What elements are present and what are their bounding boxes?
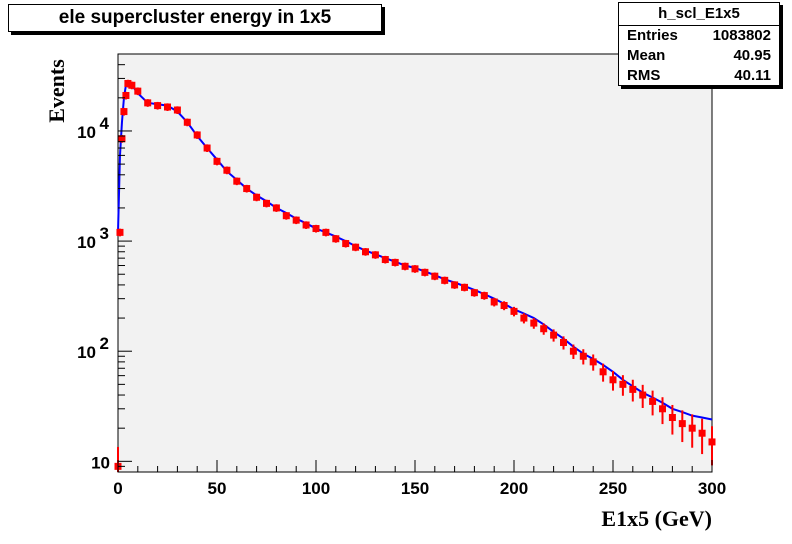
- data-point: [263, 199, 270, 207]
- data-point: [272, 204, 280, 212]
- data-point: [480, 292, 488, 300]
- y-axis-title: Events: [44, 59, 69, 123]
- data-point: [609, 376, 617, 384]
- data-point: [688, 424, 696, 432]
- data-point: [431, 272, 439, 280]
- y-tick-exponent: 4: [100, 114, 110, 133]
- data-point: [421, 268, 429, 276]
- x-tick-label: 150: [401, 479, 429, 498]
- data-point: [173, 106, 181, 114]
- data-point: [154, 102, 162, 110]
- x-axis-title: E1x5 (GeV): [601, 506, 712, 531]
- data-point: [401, 262, 409, 270]
- data-point: [461, 283, 468, 291]
- data-point: [589, 358, 597, 366]
- stats-row-entries: Entries 1083802: [619, 26, 779, 46]
- data-point: [116, 228, 124, 236]
- data-point: [451, 281, 459, 289]
- data-point: [144, 99, 152, 107]
- data-point: [332, 235, 340, 243]
- data-point: [193, 131, 201, 139]
- data-point: [362, 248, 369, 256]
- x-tick-label: 250: [599, 479, 627, 498]
- data-point: [128, 81, 136, 89]
- data-point: [120, 108, 128, 116]
- data-point: [253, 193, 261, 201]
- data-point: [122, 91, 130, 99]
- data-point: [124, 79, 132, 87]
- stats-value: 1083802: [712, 27, 771, 44]
- data-point: [579, 352, 587, 360]
- data-point: [569, 347, 577, 355]
- data-point: [490, 298, 498, 306]
- data-point: [411, 265, 419, 273]
- stats-value: 40.11: [734, 67, 771, 84]
- data-point: [510, 307, 518, 315]
- data-point: [520, 314, 528, 322]
- x-tick-label: 200: [500, 479, 528, 498]
- stats-label: Mean: [627, 47, 666, 64]
- data-point: [371, 251, 379, 259]
- data-point: [668, 414, 676, 422]
- y-tick-label: 10: [77, 343, 96, 362]
- data-point: [164, 103, 171, 111]
- data-point: [233, 177, 241, 185]
- data-point: [183, 118, 191, 126]
- data-point: [223, 166, 231, 174]
- y-tick-label: 10: [77, 233, 96, 252]
- chart-title-box: ele supercluster energy in 1x5: [8, 4, 382, 32]
- data-point: [530, 319, 538, 327]
- data-point: [292, 216, 300, 224]
- data-point: [243, 185, 251, 193]
- stats-label: RMS: [627, 67, 661, 84]
- x-tick-label: 0: [113, 479, 122, 498]
- data-point: [302, 221, 310, 229]
- y-tick-exponent: 2: [100, 334, 109, 353]
- data-point: [560, 338, 567, 346]
- stats-value: 40.95: [733, 47, 771, 64]
- data-point: [540, 325, 548, 333]
- data-point: [118, 135, 126, 143]
- data-point: [441, 276, 449, 284]
- data-point: [381, 256, 389, 264]
- x-tick-label: 300: [698, 479, 726, 498]
- data-point: [134, 87, 142, 95]
- data-point: [282, 212, 290, 220]
- data-point: [470, 289, 478, 297]
- data-point: [312, 225, 320, 233]
- stats-name: h_scl_E1x5: [619, 3, 779, 26]
- data-point: [619, 380, 627, 388]
- data-point: [629, 385, 637, 393]
- data-point: [678, 420, 686, 428]
- data-point: [203, 144, 211, 152]
- chart-title: ele supercluster energy in 1x5: [58, 7, 332, 28]
- y-tick-exponent: 3: [100, 224, 109, 243]
- stats-row-mean: Mean 40.95: [619, 46, 779, 66]
- stats-box: h_scl_E1x5 Entries 1083802 Mean 40.95 RM…: [618, 2, 780, 86]
- data-point: [599, 368, 607, 376]
- data-point: [639, 391, 647, 399]
- series-layer: [114, 79, 716, 472]
- data-point: [659, 405, 666, 413]
- data-point: [550, 331, 558, 339]
- data-point: [698, 429, 706, 437]
- plot-frame: [117, 53, 713, 473]
- y-tick-label: 10: [91, 453, 110, 472]
- x-tick-label: 50: [208, 479, 227, 498]
- data-point: [391, 258, 399, 266]
- data-point: [500, 302, 508, 310]
- stats-row-rms: RMS 40.11: [619, 66, 779, 86]
- y-tick-label: 10: [77, 123, 96, 142]
- data-point: [708, 438, 716, 446]
- data-point: [213, 157, 221, 165]
- data-point: [342, 240, 350, 248]
- data-point: [649, 397, 657, 405]
- x-tick-label: 100: [302, 479, 330, 498]
- data-point: [352, 243, 360, 251]
- stats-label: Entries: [627, 27, 678, 44]
- data-point: [322, 228, 330, 236]
